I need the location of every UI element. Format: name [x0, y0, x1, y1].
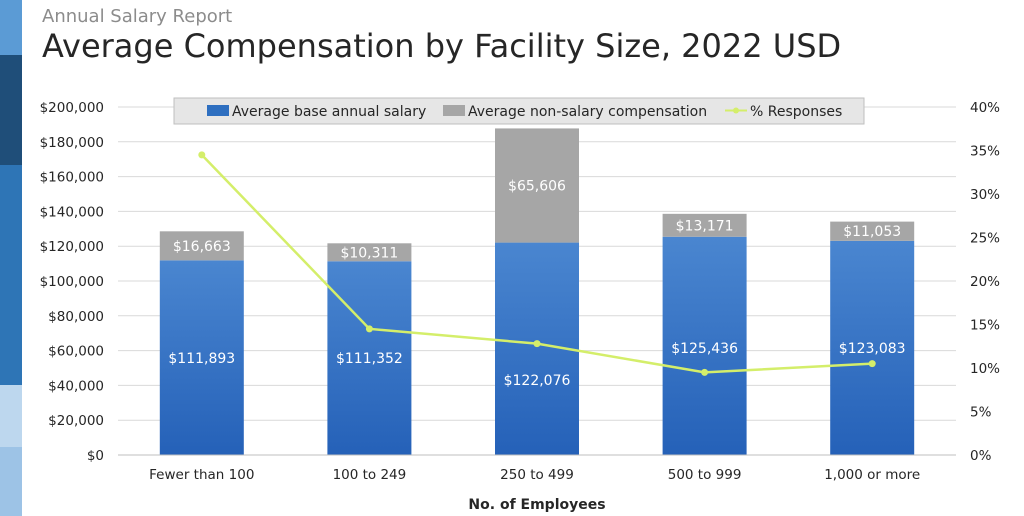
- chart-title: Average Compensation by Facility Size, 2…: [42, 27, 842, 65]
- bar-salary: [662, 236, 747, 455]
- x-tick-label: 100 to 249: [333, 467, 407, 483]
- legend-swatch-salary: [207, 105, 229, 116]
- legend-swatch-non-salary: [443, 105, 465, 116]
- y-tick-label: $180,000: [40, 135, 104, 151]
- bars: $111,893 $16,663 $111,352 $10,311 $122,076 $6…: [159, 128, 915, 455]
- y2-tick-label: 20%: [970, 274, 1000, 290]
- y-tick-label: $140,000: [40, 204, 104, 220]
- responses-point: [701, 368, 709, 376]
- y-tick-label: $60,000: [48, 344, 104, 360]
- bar-salary-label: $111,893: [168, 351, 235, 367]
- bar-salary: [159, 260, 244, 455]
- y-tick-label: $100,000: [40, 274, 104, 290]
- accent-stripe-mid: [0, 165, 22, 385]
- responses-point: [198, 151, 206, 159]
- bar-salary-label: $125,436: [671, 341, 738, 357]
- bar-non-salary-label: $11,053: [843, 224, 901, 240]
- bar-non-salary-label: $13,171: [676, 218, 734, 234]
- x-tick-label: 1,000 or more: [824, 467, 920, 483]
- x-tick-label: Fewer than 100: [149, 467, 254, 483]
- bar-salary: [830, 240, 915, 455]
- responses-point: [533, 340, 541, 348]
- bar-salary-label: $123,083: [839, 341, 906, 357]
- x-tick-label: 250 to 499: [500, 467, 574, 483]
- x-axis-label: No. of Employees: [468, 497, 605, 513]
- legend-label-salary: Average base annual salary: [232, 104, 426, 120]
- y2-tick-label: 25%: [970, 231, 1000, 247]
- y-tick-label: $40,000: [48, 378, 104, 394]
- bar-non-salary: [327, 243, 412, 262]
- legend-label-responses: % Responses: [750, 104, 842, 120]
- y2-tick-label: 5%: [970, 405, 992, 421]
- y2-tick-label: 0%: [970, 448, 992, 464]
- bar-non-salary: [662, 213, 747, 237]
- bar-salary: [327, 261, 412, 455]
- bar-non-salary: [495, 128, 579, 243]
- y2-tick-label: 30%: [970, 187, 1000, 203]
- bar-salary-label: $122,076: [504, 373, 571, 389]
- responses-point: [365, 325, 373, 333]
- y-tick-label: $160,000: [40, 170, 104, 186]
- x-tick-label: 500 to 999: [668, 467, 742, 483]
- legend-marker-responses: [733, 107, 739, 114]
- y-tick-label: $0: [87, 448, 104, 464]
- accent-stripe-light: [0, 385, 22, 447]
- bar-salary-label: $111,352: [336, 351, 403, 367]
- y-tick-label: $120,000: [40, 239, 104, 255]
- responses-line: [198, 151, 876, 376]
- bar-non-salary: [830, 221, 915, 241]
- axes: $0 $20,000 $40,000 $60,000 $80,000 $100,000 $1…: [40, 100, 1001, 483]
- accent-stripe-dark: [0, 55, 22, 165]
- y2-tick-label: 10%: [970, 361, 1000, 377]
- legend-label-non-salary: Average non-salary compensation: [468, 104, 707, 120]
- bar-non-salary-label: $16,663: [173, 239, 231, 255]
- bar-non-salary-label: $65,606: [508, 179, 566, 195]
- accent-stripe-top: [0, 0, 22, 55]
- legend-box: [173, 97, 865, 125]
- report-supertitle: Annual Salary Report: [42, 6, 233, 27]
- y-tick-label: $80,000: [48, 309, 104, 325]
- y2-tick-label: 40%: [970, 100, 1000, 116]
- accent-stripe-bottom: [0, 447, 22, 516]
- bar-non-salary: [159, 231, 244, 261]
- legend: Average base annual salary Average non-s…: [173, 97, 865, 125]
- y-tick-label: $200,000: [40, 100, 104, 116]
- y2-tick-label: 35%: [970, 144, 1000, 160]
- y2-tick-label: 15%: [970, 318, 1000, 334]
- responses-point: [868, 360, 876, 368]
- y-tick-label: $20,000: [48, 413, 104, 429]
- bar-non-salary-label: $10,311: [340, 245, 398, 261]
